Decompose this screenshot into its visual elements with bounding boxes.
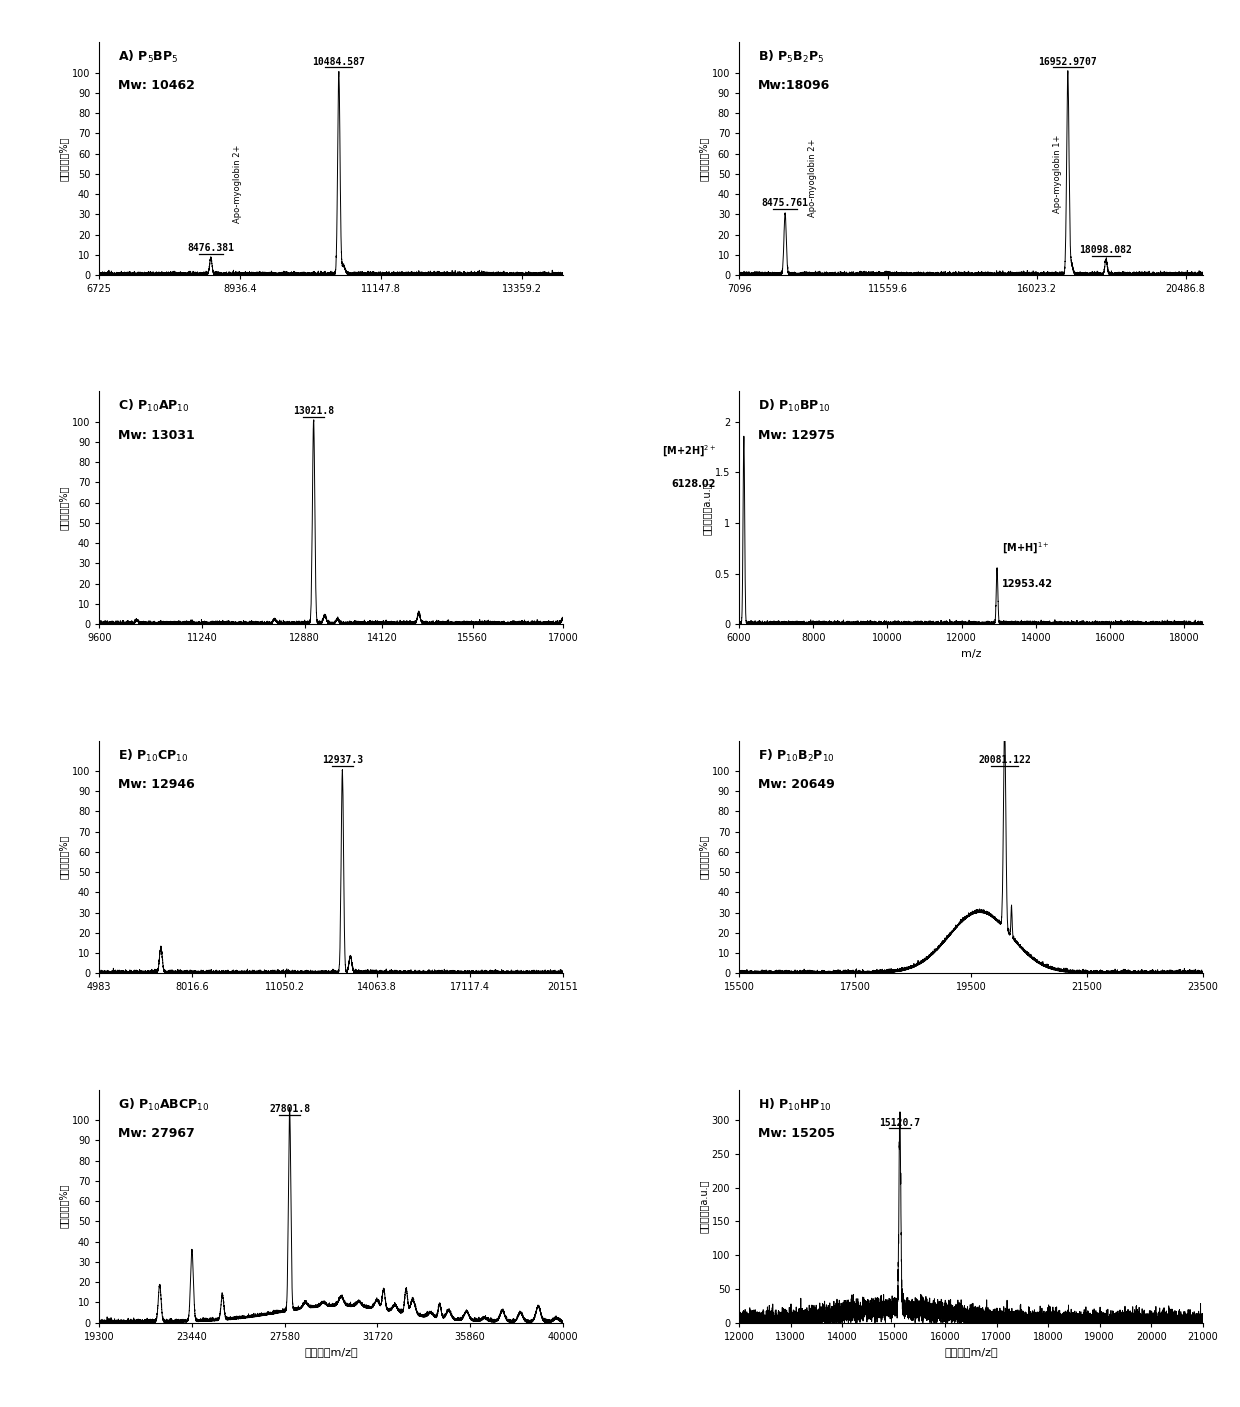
Text: 8475.761: 8475.761 [761,198,808,208]
Y-axis label: 信号强度（%）: 信号强度（%） [699,136,709,180]
Text: [M+H]$^{1+}$: [M+H]$^{1+}$ [1002,542,1049,556]
Text: B) P$_5$B$_2$P$_5$: B) P$_5$B$_2$P$_5$ [758,49,825,65]
Text: F) P$_{10}$B$_2$P$_{10}$: F) P$_{10}$B$_2$P$_{10}$ [758,747,835,764]
Text: [M+2H]$^{2+}$: [M+2H]$^{2+}$ [662,445,715,460]
Text: 15120.7: 15120.7 [879,1117,920,1127]
Text: Mw: 12975: Mw: 12975 [758,429,835,442]
Text: Mw: 15205: Mw: 15205 [758,1127,835,1140]
X-axis label: 分子量（m/z）: 分子量（m/z） [304,1346,358,1358]
Text: 20081.122: 20081.122 [978,756,1032,765]
Text: 13021.8: 13021.8 [293,405,334,415]
Y-axis label: 信号强度（%）: 信号强度（%） [60,485,69,530]
Y-axis label: 信号强度（a.u.）: 信号强度（a.u.） [702,481,712,535]
Text: G) P$_{10}$ABCP$_{10}$: G) P$_{10}$ABCP$_{10}$ [118,1097,210,1113]
Text: 8476.381: 8476.381 [187,243,234,253]
Text: Mw: 12946: Mw: 12946 [118,778,195,791]
Text: 18098.082: 18098.082 [1080,245,1132,255]
X-axis label: m/z: m/z [961,649,981,658]
X-axis label: 分子量（m/z）: 分子量（m/z） [944,1346,998,1358]
Text: A) P$_5$BP$_5$: A) P$_5$BP$_5$ [118,49,179,65]
Text: D) P$_{10}$BP$_{10}$: D) P$_{10}$BP$_{10}$ [758,398,831,415]
Text: Mw: 20649: Mw: 20649 [758,778,835,791]
Text: Mw: 27967: Mw: 27967 [118,1127,195,1140]
Text: H) P$_{10}$HP$_{10}$: H) P$_{10}$HP$_{10}$ [758,1097,831,1113]
Y-axis label: 信号强度（%）: 信号强度（%） [60,834,69,879]
Text: 6128.02: 6128.02 [672,480,715,490]
Text: Mw:18096: Mw:18096 [758,79,830,93]
Text: E) P$_{10}$CP$_{10}$: E) P$_{10}$CP$_{10}$ [118,747,188,764]
Text: Apo-myoglobin 2+: Apo-myoglobin 2+ [808,139,817,217]
Text: Apo-myoglobin 1+: Apo-myoglobin 1+ [1053,135,1063,212]
Text: C) P$_{10}$AP$_{10}$: C) P$_{10}$AP$_{10}$ [118,398,190,415]
Text: 16952.9707: 16952.9707 [1038,56,1097,66]
Y-axis label: 信号强度（a.u.）: 信号强度（a.u.） [698,1179,709,1233]
Text: Apo-myoglobin 2+: Apo-myoglobin 2+ [233,145,242,224]
Y-axis label: 信号强度（%）: 信号强度（%） [60,1185,69,1228]
Text: 12953.42: 12953.42 [1002,578,1053,588]
Text: 10484.587: 10484.587 [312,56,366,66]
Text: Mw: 13031: Mw: 13031 [118,429,195,442]
Text: 27801.8: 27801.8 [269,1104,310,1114]
Text: Mw: 10462: Mw: 10462 [118,79,195,93]
Text: 12937.3: 12937.3 [322,756,363,765]
Y-axis label: 信号强度（%）: 信号强度（%） [699,834,709,879]
Y-axis label: 信号强度（%）: 信号强度（%） [60,136,69,180]
